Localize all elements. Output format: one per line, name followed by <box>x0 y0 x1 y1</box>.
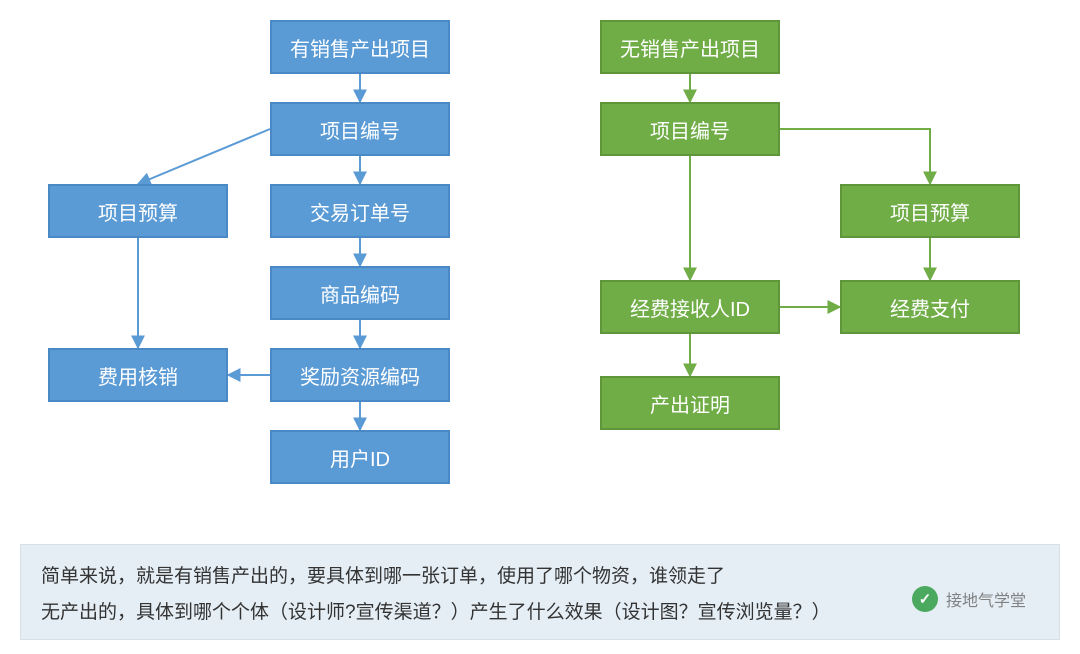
caption-line-2: 无产出的，具体到哪个个体（设计师?宣传渠道？）产生了什么效果（设计图？宣传浏览量… <box>41 595 1039 631</box>
node-b_order: 交易订单号 <box>270 184 450 238</box>
watermark: ✓ 接地气学堂 <box>912 586 1026 612</box>
watermark-text: 接地气学堂 <box>946 587 1026 611</box>
node-g_budget: 项目预算 <box>840 184 1020 238</box>
edge-10 <box>780 129 930 184</box>
node-b_goods: 商品编码 <box>270 266 450 320</box>
node-b_reward: 奖励资源编码 <box>270 348 450 402</box>
node-b_budget: 项目预算 <box>48 184 228 238</box>
node-b_num: 项目编号 <box>270 102 450 156</box>
node-g_num: 项目编号 <box>600 102 780 156</box>
node-g_pay: 经费支付 <box>840 280 1020 334</box>
edge-2 <box>138 129 270 184</box>
node-b_reimb: 费用核销 <box>48 348 228 402</box>
caption-line-1: 简单来说，就是有销售产出的，要具体到哪一张订单，使用了哪个物资，谁领走了 <box>41 559 1039 595</box>
node-g_top: 无销售产出项目 <box>600 20 780 74</box>
node-g_recv: 经费接收人ID <box>600 280 780 334</box>
caption-box: 简单来说，就是有销售产出的，要具体到哪一张订单，使用了哪个物资，谁领走了 无产出… <box>20 544 1060 640</box>
node-b_user: 用户ID <box>270 430 450 484</box>
wechat-icon: ✓ <box>912 586 938 612</box>
node-b_top: 有销售产出项目 <box>270 20 450 74</box>
node-g_proof: 产出证明 <box>600 376 780 430</box>
